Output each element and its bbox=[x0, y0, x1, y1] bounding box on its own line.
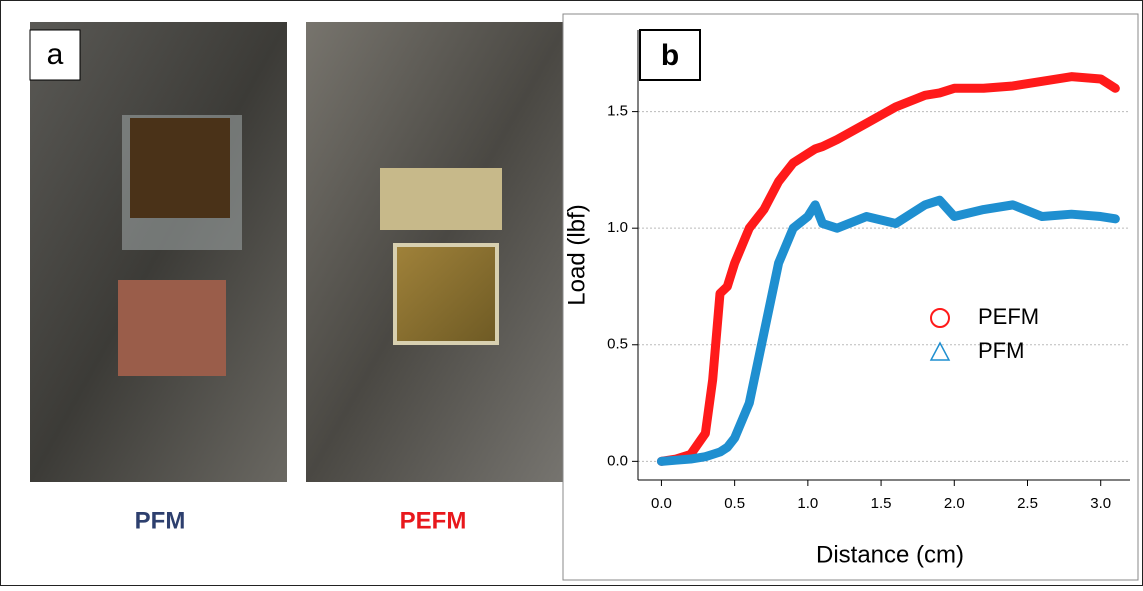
y-tick-label: 1.5 bbox=[607, 103, 628, 120]
legend-marker bbox=[930, 308, 950, 328]
y-tick-label: 1.0 bbox=[607, 219, 628, 236]
sample bbox=[130, 118, 230, 218]
panel-b-border bbox=[562, 13, 1139, 581]
panel-label-box bbox=[29, 29, 81, 81]
legend-marker bbox=[929, 341, 951, 361]
x-tick-label: 1.5 bbox=[871, 495, 892, 512]
panel-label-box bbox=[639, 29, 701, 81]
panel-label: a bbox=[47, 38, 64, 71]
sample bbox=[393, 243, 499, 345]
x-tick-label: 2.5 bbox=[1017, 495, 1038, 512]
y-tick-label: 0.0 bbox=[607, 452, 628, 469]
x-tick-label: 2.0 bbox=[944, 495, 965, 512]
x-tick-label: 3.0 bbox=[1090, 495, 1111, 512]
series-line bbox=[656, 72, 1120, 466]
x-tick-label: 0.5 bbox=[724, 495, 745, 512]
y-axis-label: Load (lbf) bbox=[563, 204, 590, 305]
y-tick-label: 0.5 bbox=[607, 336, 628, 353]
sample bbox=[118, 280, 226, 376]
panel-label: b bbox=[661, 39, 679, 72]
film bbox=[380, 168, 502, 230]
x-axis-label: Distance (cm) bbox=[816, 541, 964, 568]
series-line bbox=[656, 195, 1120, 466]
x-tick-label: 1.0 bbox=[797, 495, 818, 512]
x-tick-label: 0.0 bbox=[651, 495, 672, 512]
legend-label: PEFM bbox=[978, 304, 1039, 329]
caption: PEFM bbox=[400, 507, 467, 534]
photo-pfm bbox=[30, 22, 287, 482]
legend-label: PFM bbox=[978, 338, 1024, 363]
caption: PFM bbox=[135, 507, 186, 534]
